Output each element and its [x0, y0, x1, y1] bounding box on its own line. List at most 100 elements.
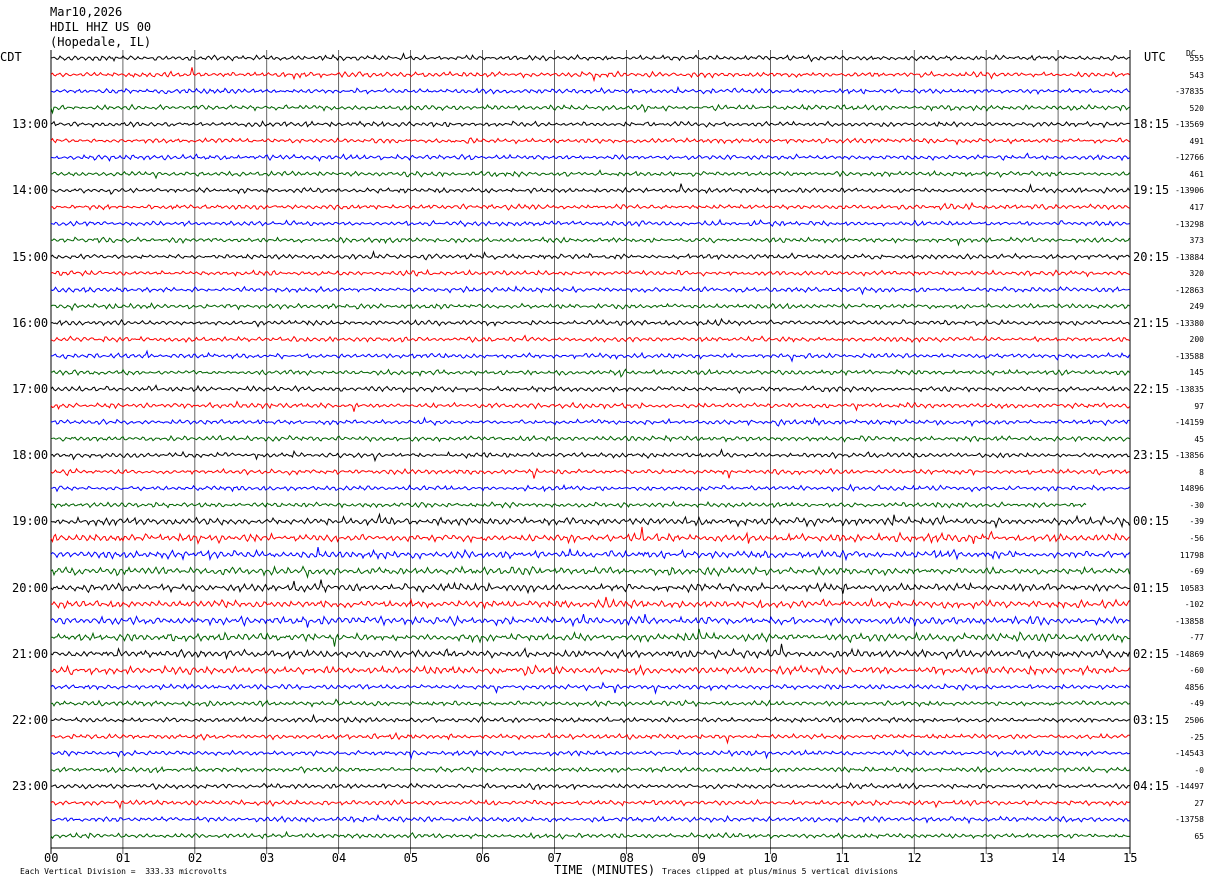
- left-hour-label: 17:00: [12, 382, 49, 396]
- dc-offset-label: 45: [1194, 434, 1204, 444]
- seismic-trace: [50, 579, 1130, 595]
- seismic-trace: [50, 334, 1130, 344]
- left-hour-label: 14:00: [12, 183, 49, 198]
- x-tick-label: 05: [403, 851, 419, 865]
- dc-offset-label: -13758: [1175, 815, 1204, 825]
- dc-offset-label: -30: [1189, 500, 1204, 510]
- x-tick-label: 09: [691, 851, 706, 865]
- x-tick-label: 02: [187, 851, 203, 865]
- x-tick-label: 00: [44, 851, 59, 865]
- right-timezone-label: UTC: [1144, 50, 1166, 64]
- seismic-trace: [50, 169, 1130, 180]
- right-hour-label: 01:15: [1133, 580, 1170, 595]
- dc-offset-label: 555: [1189, 54, 1204, 63]
- left-hour-label: 22:00: [12, 713, 49, 727]
- dc-offset-label: -12863: [1175, 285, 1204, 295]
- dc-offset-label: -77: [1189, 633, 1204, 643]
- x-axis-title: TIME (MINUTES): [554, 863, 656, 877]
- seismic-trace: [50, 285, 1130, 296]
- seismic-trace: [50, 302, 1130, 312]
- dc-header: DC: [1186, 49, 1196, 58]
- seismic-trace: [50, 103, 1130, 115]
- seismic-trace: [50, 830, 1130, 840]
- dc-offset-label: -13835: [1175, 385, 1204, 394]
- seismic-trace: [50, 467, 1130, 479]
- dc-offset-label: -13858: [1175, 616, 1204, 626]
- seismic-trace: [50, 713, 1130, 724]
- seismic-trace: [50, 137, 1130, 146]
- seismic-trace: [50, 749, 1130, 761]
- dc-offset-label: -25: [1189, 732, 1204, 742]
- seismic-trace: [50, 448, 1130, 463]
- seismic-trace: [50, 218, 1130, 228]
- seismic-trace: [50, 416, 1130, 428]
- dc-offset-label: 27: [1194, 798, 1204, 808]
- seismic-trace: [50, 628, 1130, 647]
- seismic-trace: [50, 183, 1130, 195]
- seismic-trace: [50, 782, 1130, 791]
- left-hour-label: 13:00: [12, 117, 49, 132]
- dc-offset-label: -14159: [1175, 418, 1204, 428]
- seismic-traces: [50, 52, 1130, 840]
- x-tick-label: 15: [1123, 851, 1138, 865]
- x-tick-label: 07: [547, 851, 562, 865]
- dc-offset-label: 8: [1199, 467, 1204, 477]
- seismic-trace: [50, 400, 1130, 412]
- dc-offset-label: -13588: [1175, 351, 1204, 361]
- seismic-trace: [50, 120, 1130, 129]
- x-tick-label: 06: [475, 851, 491, 865]
- seismic-trace: [50, 547, 1130, 562]
- dc-offset-label: -69: [1189, 567, 1204, 577]
- scale-note: Each Vertical Division = 333.33 microvol…: [20, 867, 228, 876]
- right-hour-label: 04:15: [1133, 779, 1170, 794]
- x-tick-label: 03: [259, 851, 275, 865]
- seismic-trace: [50, 813, 1130, 825]
- seismic-trace: [50, 565, 1130, 580]
- dc-offset-label: 10583: [1179, 583, 1204, 593]
- dc-offset-label: -12766: [1175, 153, 1204, 163]
- right-hour-label: 03:15: [1133, 713, 1170, 727]
- dc-offset-label: 320: [1189, 269, 1204, 279]
- dc-offset-label: -39: [1189, 517, 1204, 527]
- x-tick-label: 04: [331, 851, 347, 865]
- seismic-trace: [50, 67, 1130, 83]
- dc-offset-label: 543: [1189, 70, 1204, 80]
- seismic-trace: [50, 643, 1130, 661]
- dc-offset-label: -60: [1189, 666, 1204, 676]
- seismic-trace: [50, 526, 1130, 545]
- dc-offset-label: -13856: [1175, 451, 1204, 461]
- left-hour-label: 16:00: [12, 315, 49, 330]
- dc-offset-label: -13569: [1175, 120, 1204, 130]
- dc-offset-label: -13298: [1175, 219, 1204, 229]
- seismic-trace: [50, 317, 1130, 328]
- dc-offset-label: 417: [1189, 202, 1204, 212]
- seismic-trace: [50, 664, 1130, 677]
- left-hour-label: 20:00: [12, 580, 49, 595]
- minute-gridlines: [50, 50, 1131, 854]
- clip-note: Traces clipped at plus/minus 5 vertical …: [662, 867, 899, 876]
- dc-offset-label: -37835: [1175, 87, 1204, 97]
- seismic-trace: [50, 152, 1130, 162]
- seismic-trace: [51, 349, 1130, 363]
- dc-offset-label: -49: [1189, 699, 1204, 709]
- dc-offset-label: 2506: [1184, 716, 1204, 725]
- seismic-trace: [50, 512, 1130, 529]
- right-hour-label: 21:15: [1133, 315, 1170, 330]
- right-hour-label: 00:15: [1133, 514, 1170, 529]
- left-hour-label: 23:00: [12, 779, 49, 794]
- x-tick-label: 13: [979, 851, 994, 865]
- right-hour-label: 02:15: [1133, 646, 1170, 661]
- seismic-trace: [50, 201, 1130, 211]
- dc-offset-label: -13380: [1175, 318, 1204, 328]
- left-hour-label: 19:00: [12, 514, 49, 529]
- plot-date: Mar10,2026: [50, 5, 123, 19]
- left-timezone-label: CDT: [0, 50, 22, 64]
- seismic-trace: [50, 368, 1130, 378]
- right-hour-label: 20:15: [1133, 249, 1170, 264]
- x-tick-label: 01: [115, 851, 131, 865]
- station-location: (Hopedale, IL): [50, 35, 152, 49]
- seismic-trace: [50, 52, 1130, 63]
- dc-offset-label: 145: [1189, 368, 1204, 378]
- dc-offset-label: -56: [1189, 533, 1204, 543]
